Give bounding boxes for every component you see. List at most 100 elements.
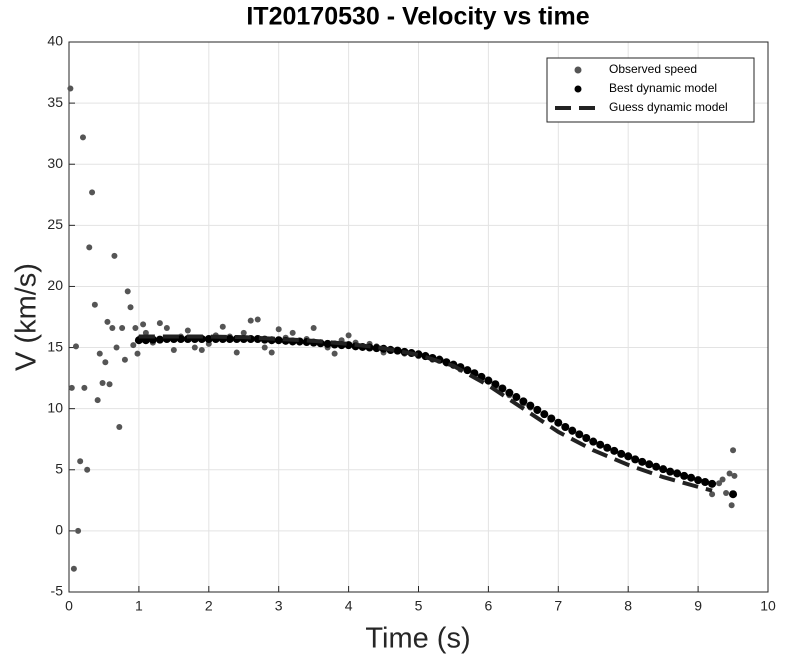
- y-tick-label: 20: [47, 277, 63, 293]
- data-point: [204, 335, 213, 343]
- y-tick-label: -5: [51, 583, 64, 599]
- data-point: [491, 380, 500, 389]
- data-point: [540, 410, 549, 419]
- x-tick-label: 4: [345, 598, 353, 614]
- data-point: [268, 349, 275, 356]
- y-tick-label: 10: [47, 399, 63, 415]
- data-point: [708, 479, 717, 488]
- data-point: [113, 344, 120, 351]
- x-tick-label: 3: [275, 598, 283, 614]
- data-point: [624, 452, 633, 461]
- data-point: [719, 476, 726, 483]
- data-point: [94, 397, 101, 404]
- data-point: [70, 565, 77, 572]
- data-point: [191, 344, 198, 351]
- data-point: [331, 350, 338, 357]
- data-point: [127, 304, 134, 311]
- data-point: [673, 469, 682, 478]
- data-point: [102, 359, 109, 366]
- data-point: [505, 388, 514, 397]
- data-point: [91, 301, 98, 308]
- data-point: [526, 401, 535, 410]
- y-tick-label: 25: [47, 216, 63, 232]
- data-point: [728, 502, 735, 509]
- data-point: [310, 325, 317, 331]
- data-point: [512, 393, 521, 402]
- data-point: [111, 252, 118, 259]
- data-point: [121, 356, 128, 363]
- data-point: [67, 85, 74, 92]
- data-point: [219, 323, 226, 330]
- data-point: [132, 325, 139, 331]
- legend-swatch: [574, 85, 582, 93]
- data-point: [687, 473, 696, 482]
- data-point: [254, 316, 261, 323]
- data-point: [729, 490, 738, 499]
- data-point: [247, 317, 254, 324]
- data-point: [140, 321, 147, 328]
- data-point: [554, 418, 563, 427]
- data-point: [680, 471, 689, 480]
- data-point: [289, 329, 296, 336]
- y-axis-label: V (km/s): [11, 263, 43, 371]
- data-point: [275, 326, 282, 333]
- data-point: [345, 332, 352, 339]
- data-point: [731, 472, 738, 479]
- data-point: [261, 344, 268, 351]
- data-point: [463, 366, 472, 375]
- y-tick-label: 5: [55, 460, 63, 476]
- y-tick-label: 30: [47, 155, 63, 171]
- data-point: [77, 458, 84, 465]
- data-point: [86, 244, 93, 251]
- x-tick-label: 8: [624, 598, 632, 614]
- data-point: [372, 344, 381, 353]
- data-point: [130, 342, 137, 349]
- data-point: [119, 325, 126, 331]
- data-point: [726, 470, 733, 477]
- data-point: [142, 329, 149, 336]
- data-point: [709, 491, 716, 498]
- data-point: [533, 405, 542, 414]
- x-tick-label: 2: [205, 598, 213, 614]
- data-point: [79, 134, 86, 141]
- data-point: [240, 329, 247, 336]
- model-line: [138, 334, 713, 493]
- x-axis-label: Time (s): [365, 623, 470, 655]
- data-point: [617, 449, 626, 458]
- data-point: [198, 347, 205, 353]
- legend-box: [546, 57, 755, 123]
- data-point: [659, 465, 668, 474]
- y-tick-label: 40: [47, 33, 63, 49]
- data-point: [134, 350, 141, 357]
- data-point: [568, 426, 577, 435]
- data-point: [645, 460, 654, 469]
- legend-swatch: [574, 66, 582, 74]
- data-point: [484, 376, 493, 385]
- data-point: [155, 335, 164, 344]
- legend: Observed speed Best dynamic model Guess dy…: [546, 57, 755, 123]
- legend-label: Best dynamic model: [609, 81, 717, 95]
- x-tick-label: 6: [485, 598, 493, 614]
- data-point: [84, 466, 91, 473]
- data-point: [184, 327, 191, 334]
- data-point: [498, 384, 507, 393]
- data-point: [603, 443, 612, 452]
- data-point: [723, 490, 730, 496]
- data-point: [701, 478, 710, 486]
- data-point: [116, 424, 123, 430]
- legend-label: Guess dynamic model: [609, 100, 728, 114]
- y-tick-label: 35: [47, 94, 63, 110]
- data-point: [666, 467, 675, 476]
- x-tick-label: 7: [554, 598, 562, 614]
- data-point: [575, 430, 584, 439]
- data-point: [68, 384, 75, 391]
- data-point: [589, 437, 598, 446]
- data-point: [170, 347, 177, 353]
- data-point: [81, 384, 88, 391]
- data-point: [163, 325, 170, 331]
- legend-label: Observed speed: [609, 62, 697, 76]
- x-tick-label: 1: [135, 598, 143, 614]
- chart-title: IT20170530 - Velocity vs time: [246, 3, 589, 31]
- data-point: [72, 343, 79, 350]
